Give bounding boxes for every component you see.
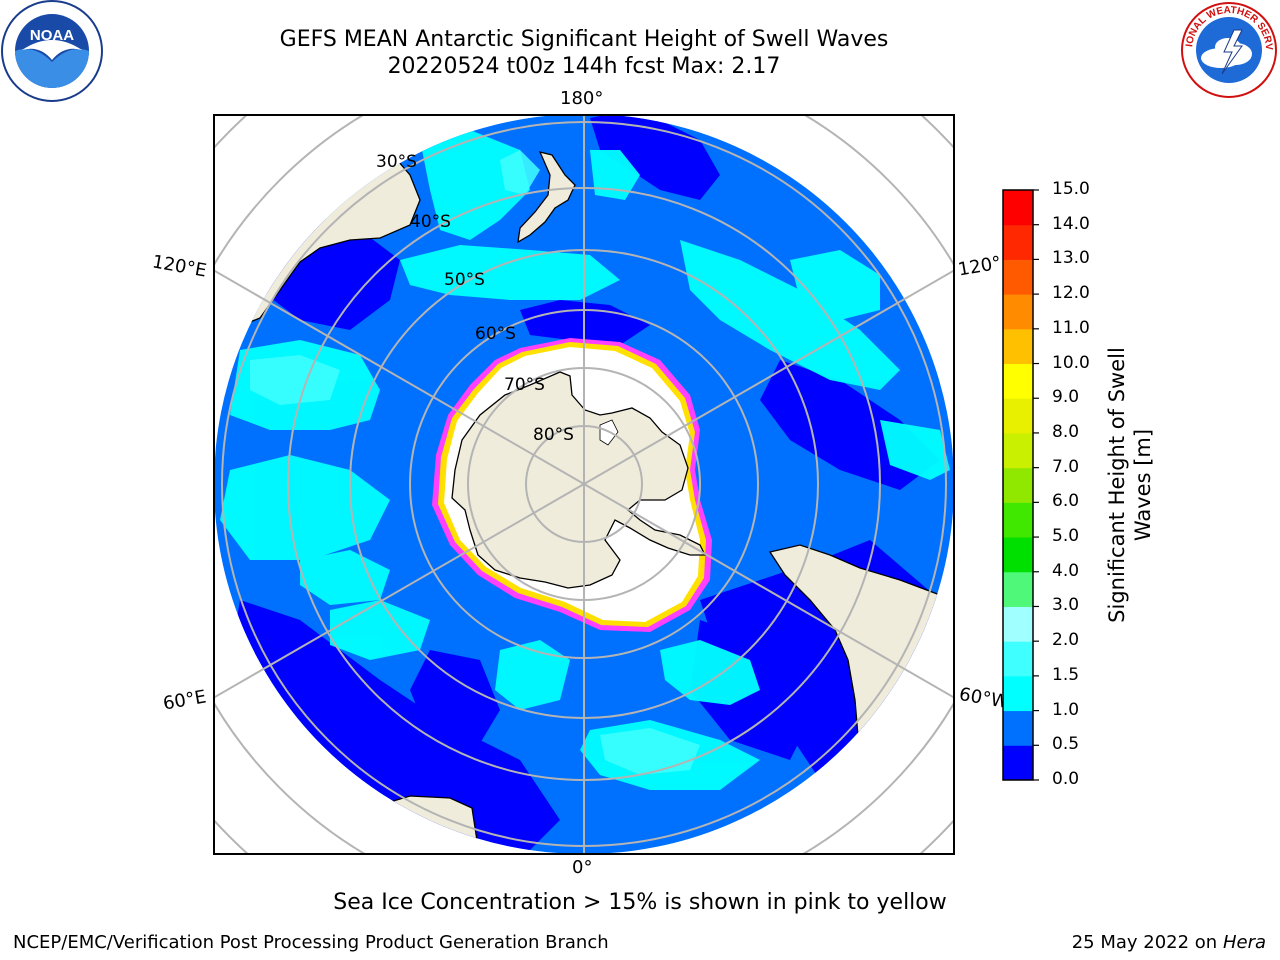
- colorbar-tick-label: 2.0: [1052, 630, 1080, 651]
- sea-ice-note: Sea Ice Concentration > 15% is shown in …: [333, 890, 947, 915]
- colorbar-tick-label: 7.0: [1052, 456, 1080, 477]
- colorbar-tick-label: 15.0: [1052, 179, 1090, 199]
- colorbar-title: Significant Height of Swell Waves [m]: [1104, 325, 1156, 645]
- lat-label-70s: 70°S: [504, 375, 545, 395]
- chart-subtitle: 20220524 t00z 144h fcst Max: 2.17: [387, 54, 781, 79]
- colorbar-tick-label: 10.0: [1052, 352, 1090, 373]
- colorbar-tick-label: 13.0: [1052, 248, 1090, 269]
- colorbar-tick-label: 4.0: [1052, 560, 1080, 581]
- footer-host: Hera: [1222, 932, 1266, 953]
- lon-label-180: 180°: [560, 88, 604, 109]
- colorbar-title-line1: Significant Height of Swell: [1105, 347, 1129, 623]
- lat-label-30s: 30°S: [376, 152, 417, 172]
- colorbar-tick-label: 11.0: [1052, 317, 1090, 338]
- lat-label-50s: 50°S: [444, 270, 485, 290]
- colorbar-tick-label: 0.5: [1052, 734, 1080, 755]
- colorbar-tick-label: 9.0: [1052, 387, 1080, 408]
- colorbar-tick-label: 6.0: [1052, 491, 1080, 512]
- noaa-logo: NOAA: [0, 0, 104, 104]
- lat-label-60s: 60°S: [475, 324, 516, 344]
- colorbar-title-line2: Waves [m]: [1131, 428, 1155, 542]
- colorbar-tick-label: 3.0: [1052, 595, 1080, 616]
- lat-label-80s: 80°S: [533, 425, 574, 445]
- colorbar-tick-label: 5.0: [1052, 526, 1080, 547]
- colorbar-tick-label: 8.0: [1052, 421, 1080, 442]
- footer-date: 25 May 2022 on Hera: [1072, 932, 1266, 953]
- footer-credit: NCEP/EMC/Verification Post Processing Pr…: [13, 932, 609, 953]
- lat-label-40s: 40°S: [410, 212, 451, 232]
- nws-logo: NATIONAL WEATHER SERVICE: [1174, 0, 1280, 100]
- noaa-logo-text: NOAA: [30, 27, 74, 44]
- lon-label-0: 0°: [572, 857, 593, 878]
- chart-title: GEFS MEAN Antarctic Significant Height o…: [279, 27, 889, 52]
- colorbar-tick-label: 12.0: [1052, 283, 1090, 304]
- footer-date-text: 25 May 2022 on: [1071, 932, 1218, 953]
- graticule: [214, 115, 954, 854]
- colorbar-tick-label: 1.0: [1052, 699, 1080, 720]
- colorbar-tick-label: 1.5: [1052, 664, 1080, 685]
- map-frame: [213, 114, 955, 855]
- colorbar-tick-label: 0.0: [1052, 769, 1080, 789]
- colorbar-tick-label: 14.0: [1052, 213, 1090, 234]
- swell-lightcyan-regions: [250, 150, 700, 775]
- new-zealand-land: [517, 151, 576, 244]
